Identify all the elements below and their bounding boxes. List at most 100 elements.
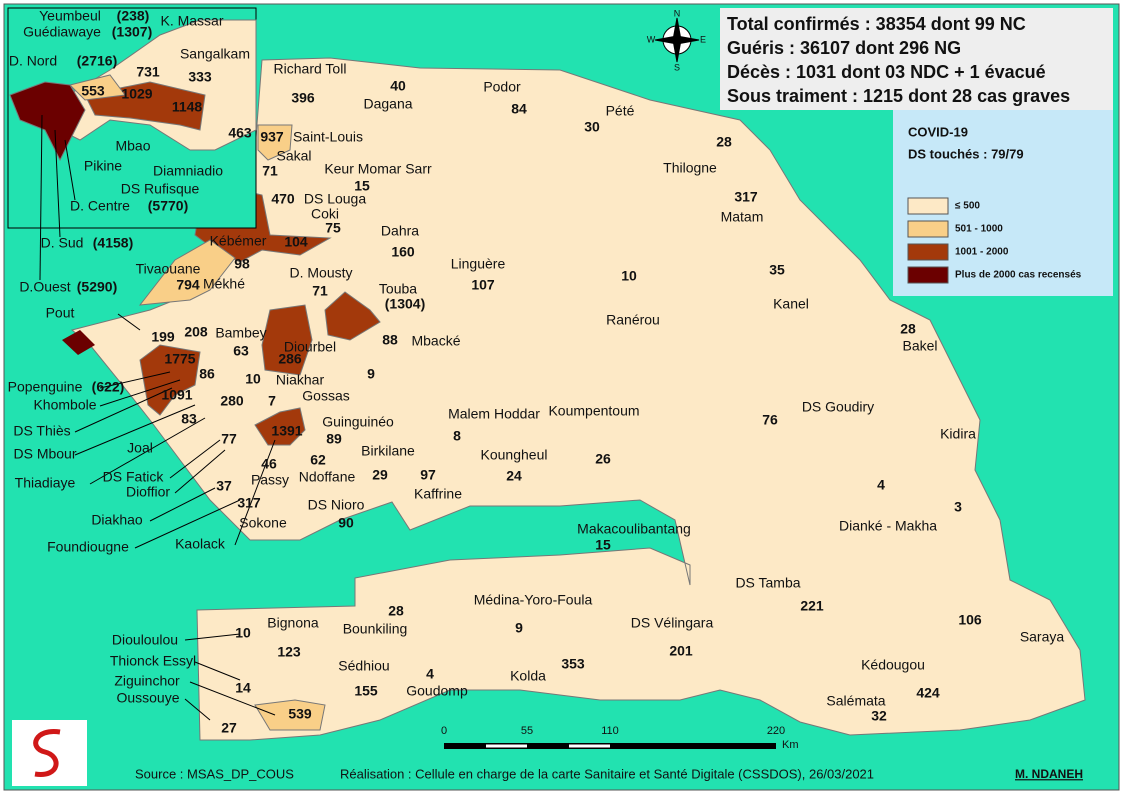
- district-count: 1029: [121, 86, 152, 102]
- district-count: 28: [900, 321, 916, 337]
- legend-label: ≤ 500: [955, 201, 980, 212]
- district-name: Niakhar: [276, 372, 325, 388]
- district-count: 32: [871, 708, 887, 724]
- district-name: Linguère: [451, 256, 506, 272]
- district-name: Foundiougne: [47, 539, 129, 555]
- district-name: Makacoulibantang: [577, 521, 691, 537]
- legend-subtitle: DS touchés : 79/79: [908, 146, 1024, 161]
- district-count: 15: [595, 537, 611, 553]
- district-name: Kanel: [773, 296, 809, 312]
- district-count: 62: [310, 452, 326, 468]
- district-count: 83: [181, 411, 197, 427]
- district-name: Mbao: [115, 138, 150, 154]
- district-count: 40: [390, 78, 406, 94]
- district-name: Ndoffane: [299, 469, 356, 485]
- callouts: [39, 114, 276, 721]
- legend-swatch: [907, 197, 949, 215]
- district-name: Kaffrine: [414, 486, 462, 502]
- district-name: Tivaouane: [136, 261, 201, 277]
- district-name: Guédiawaye: [23, 24, 101, 40]
- district-count: 937: [260, 129, 284, 145]
- district-count: 86: [199, 366, 215, 382]
- district-name: Thiadiaye: [15, 475, 76, 491]
- header-box: [720, 8, 1113, 110]
- district-name: Khombole: [33, 397, 96, 413]
- district-name: Diouloulou: [112, 632, 178, 648]
- district-count: 3: [954, 499, 962, 515]
- district-name: Koumpentoum: [548, 403, 639, 419]
- district-count: 71: [262, 163, 278, 179]
- district-name: Richard Toll: [274, 61, 347, 77]
- district-count: 201: [669, 643, 693, 659]
- district-count: 71: [312, 283, 328, 299]
- district-name: Kidira: [940, 426, 976, 442]
- district-name: Passy: [251, 472, 289, 488]
- district-name: Sédhiou: [338, 658, 389, 674]
- district-name: DS Goudiry: [802, 399, 874, 415]
- district-count: 89: [326, 431, 342, 447]
- district-name: D. Sud: [41, 235, 84, 251]
- legend-swatch: [907, 266, 949, 284]
- district-count: 46: [261, 456, 277, 472]
- district-count: 333: [188, 69, 212, 85]
- district-count: (622): [92, 379, 125, 395]
- district-name: D. Nord: [9, 53, 57, 69]
- district-count: 29: [372, 467, 388, 483]
- inset-orange: [69, 74, 126, 101]
- district-count: 553: [81, 83, 105, 99]
- footer-author: M. NDANEH: [1015, 767, 1083, 781]
- scale-label: 110: [601, 725, 619, 737]
- legend-title: COVID-19: [908, 124, 968, 139]
- district-name: Gossas: [302, 388, 349, 404]
- district-name: Joal: [127, 440, 153, 456]
- zone-thies: [139, 344, 201, 416]
- district-count: 76: [762, 412, 778, 428]
- district-count: 199: [151, 329, 175, 345]
- district-count: 28: [716, 134, 732, 150]
- compass-n: N: [674, 8, 681, 18]
- district-name: Yeumbeul: [39, 8, 101, 24]
- legend-label: 501 - 1000: [955, 224, 1003, 235]
- district-count: 424: [916, 685, 940, 701]
- district-count: (238): [117, 8, 150, 24]
- land: [70, 57, 1086, 741]
- scale-label: 55: [521, 725, 533, 737]
- district-name: Goudomp: [406, 683, 468, 699]
- district-name: DS Vélingara: [631, 615, 714, 631]
- district-name: Bakel: [902, 338, 937, 354]
- district-count: 30: [584, 119, 600, 135]
- district-count: 37: [216, 478, 232, 494]
- district-count: 63: [233, 343, 249, 359]
- district-name: Saint-Louis: [293, 129, 363, 145]
- district-count: (2716): [77, 53, 117, 69]
- district-name: DS Nioro: [308, 497, 365, 513]
- district-count: 24: [506, 468, 522, 484]
- district-name: Dahra: [381, 223, 419, 239]
- inset-dark: [9, 81, 86, 162]
- zone-ziguinchor: [254, 699, 326, 731]
- district-count: (5770): [148, 198, 188, 214]
- district-count: 1775: [164, 351, 195, 367]
- district-count: 10: [621, 268, 637, 284]
- district-count: 9: [367, 366, 375, 382]
- zone-tivaouane: [138, 239, 236, 306]
- district-count: 27: [221, 720, 237, 736]
- district-count: 14: [235, 680, 251, 696]
- district-name: Mbacké: [411, 333, 460, 349]
- stat-line: Décès : 1031 dont 03 NDC + 1 évacué: [727, 62, 1046, 82]
- stat-line: Total confirmés : 38354 dont 99 NC: [727, 14, 1026, 34]
- district-count: 8: [453, 428, 461, 444]
- logo: [12, 720, 87, 786]
- district-count: 1091: [161, 387, 192, 403]
- district-name: Dioffior: [126, 484, 170, 500]
- district-name: Salémata: [826, 693, 885, 709]
- district-count: 88: [382, 332, 398, 348]
- stat-line: Guéris : 36107 dont 296 NG: [727, 38, 961, 58]
- district-name: Sokone: [239, 515, 287, 531]
- district-count: 539: [288, 706, 312, 722]
- district-name: Sakal: [276, 148, 311, 164]
- district-count: (4158): [93, 235, 133, 251]
- district-count: 221: [800, 598, 824, 614]
- district-count: 123: [277, 644, 301, 660]
- district-name: Diourbel: [284, 339, 336, 355]
